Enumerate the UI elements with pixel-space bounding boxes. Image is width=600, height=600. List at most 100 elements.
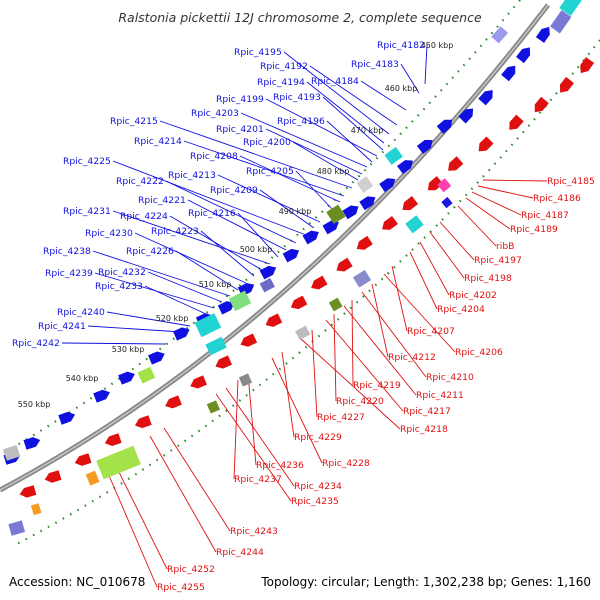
gene-arrow [290,295,308,310]
gene-arrow [458,108,474,124]
gene-arrow [416,139,433,154]
gene-label: Rpic_4235 [291,496,339,507]
leader-line [265,98,378,157]
gene-arrow [402,196,419,211]
feature-block [259,277,275,293]
feature-block [206,400,220,414]
reverse-gene-labels: Rpic_4185 Rpic_4186 Rpic_4187 Rpic_4189 ribB… [157,176,595,593]
leader-line [457,205,497,247]
leader-line [309,65,398,126]
gene-label: Rpic_4239 [45,268,93,279]
gene-label: Rpic_4238 [43,246,91,257]
gene-label: Rpic_4195 [234,47,282,58]
gene-arrow [104,433,122,446]
gene-label: Rpic_4242 [12,338,60,349]
leader-line [361,291,427,378]
feature-block [356,176,374,193]
gene-label: Rpic_4217 [403,406,451,417]
gene-label: Rpic_4252 [167,564,215,575]
gene-label: Rpic_4189 [510,224,558,235]
kbp-label: 520 kbp [156,314,189,323]
sequence-summary: Topology: circular; Length: 1,302,238 bp… [260,575,591,589]
feature-block [550,10,572,34]
leader-line [144,285,207,315]
gene-label: Rpic_4229 [294,432,342,443]
leader-line [165,180,297,244]
leader-line [299,337,401,430]
leader-line [306,81,385,144]
gene-label: Rpic_4211 [416,390,464,401]
gene-label: Rpic_4187 [521,210,569,221]
gene-arrow [478,136,494,152]
gene-arrow [397,160,413,175]
gene-label: Rpic_4224 [120,211,168,222]
leader-line [295,170,334,211]
leader-line [112,210,271,265]
leader-line [271,357,323,464]
kbp-label: 530 kbp [112,345,145,354]
feature-block [491,26,509,44]
gene-arrow [148,351,165,365]
gene-arrow [302,230,319,245]
gene-label: Rpic_4243 [230,526,278,537]
gene-arrow [259,265,277,280]
gene-label: Rpic_4205 [246,166,294,177]
leader-line [333,313,337,402]
gene-label: Rpic_4231 [63,206,111,217]
gene-label: Rpic_4216 [188,208,236,219]
leader-line [383,273,456,353]
feature-block [328,297,343,312]
gene-label: Rpic_4230 [85,228,133,239]
feature-block [3,444,21,461]
gene-arrow [382,215,398,230]
gene-label: Rpic_4200 [243,137,291,148]
gene-arrow [311,275,328,290]
gene-label: Rpic_4196 [277,116,325,127]
kbp-label: 550 kbp [18,400,51,409]
leader-line [311,329,318,418]
gene-arrow [93,389,110,403]
gene-arrow [516,47,531,64]
leader-line [215,393,292,502]
gene-label: Rpic_4206 [455,347,503,358]
leader-line [87,325,183,333]
gene-label: Rpic_4218 [400,424,448,435]
gene-label: Rpic_4183 [351,59,399,70]
kbp-label: 490 kbp [279,207,312,216]
gene-arrow [535,26,550,43]
leader-line [419,241,450,296]
leader-line [134,232,247,284]
gene-arrow [336,257,353,272]
leader-line [371,283,389,358]
leader-line [400,63,420,94]
gene-arrow [534,96,549,113]
leader-line [281,351,295,438]
gene-label: Rpic_4244 [216,547,264,558]
leader-line [259,189,315,229]
leader-line [439,221,475,261]
feature-block [96,445,141,480]
gene-arrow [74,453,92,466]
gene-label: Rpic_4227 [317,412,365,423]
gene-label: Rpic_4185 [547,176,595,187]
feature-block [559,0,587,17]
leader-line [61,342,167,345]
backbone-highlight [0,4,549,491]
leader-line [187,199,287,251]
leader-line [292,141,359,181]
leader-line [240,112,368,168]
gene-label: Rpic_4237 [234,474,282,485]
gene-label: Rpic_4236 [256,460,304,471]
gene-label: Rpic_4197 [474,255,522,266]
leader-line [429,231,465,279]
leader-line [106,311,191,327]
leader-line [326,120,373,163]
gene-label: Rpic_4223 [151,226,199,237]
gene-label: Rpic_4213 [168,170,216,181]
feature-block [228,290,252,312]
leader-line [351,299,354,386]
kbp-label: 480 kbp [317,167,350,176]
gene-label: Rpic_4233 [95,281,143,292]
leader-line [217,174,321,223]
